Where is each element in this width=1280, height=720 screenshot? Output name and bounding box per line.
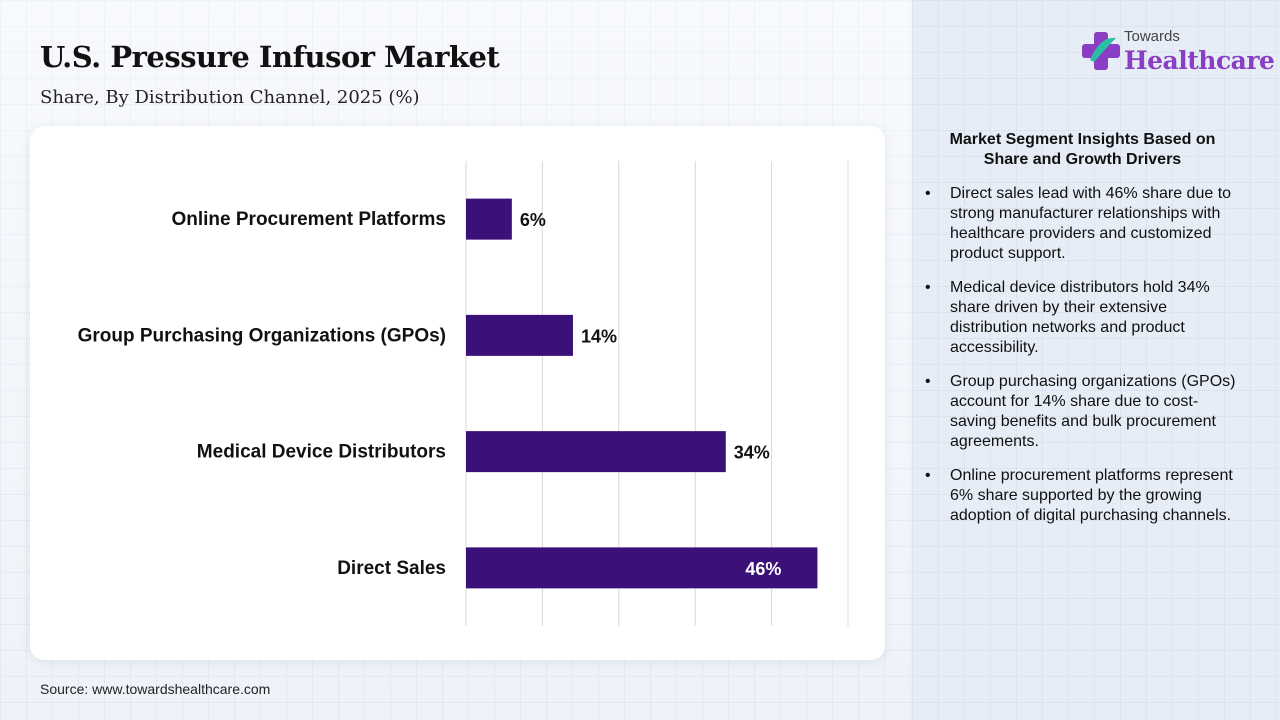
- data-label: 14%: [581, 326, 617, 346]
- bar: [466, 314, 573, 356]
- medical-cross-icon: [1082, 32, 1120, 70]
- insight-text: Direct sales lead with 46% share due to …: [950, 185, 1232, 262]
- bullet-icon: •: [925, 467, 931, 484]
- bar: [466, 198, 512, 240]
- source-note: Source: www.towardshealthcare.com: [40, 681, 271, 697]
- insight-item: • Group purchasing organizations (GPOs) a…: [922, 372, 1242, 452]
- data-label: 34%: [734, 443, 770, 463]
- category-label: Online Procurement Platforms: [171, 209, 446, 230]
- brand-logo: Towards Healthcare: [1080, 28, 1275, 78]
- page-title: U.S. Pressure Infusor Market: [40, 40, 500, 74]
- category-label: Direct Sales: [337, 558, 446, 579]
- page-subtitle: Share, By Distribution Channel, 2025 (%): [40, 87, 420, 108]
- insights-title: Market Segment Insights Based on Share a…: [949, 131, 1216, 168]
- logo-small-text: Towards: [1124, 28, 1180, 45]
- insight-item: • Online procurement platforms represent …: [922, 466, 1242, 526]
- insight-text: Online procurement platforms represent 6…: [950, 467, 1233, 524]
- logo-big-text: Healthcare: [1124, 46, 1275, 75]
- category-label: Medical Device Distributors: [197, 442, 446, 463]
- insight-text: Group purchasing organizations (GPOs) ac…: [950, 373, 1236, 450]
- chart-card: Online Procurement Platforms 6% Group Purc…: [30, 126, 885, 660]
- bullet-icon: •: [925, 185, 931, 202]
- bar: [466, 431, 726, 473]
- insight-item: • Direct sales lead with 46% share due to…: [922, 184, 1242, 264]
- bar: [466, 547, 818, 589]
- insights-panel: [912, 0, 1280, 720]
- data-label: 6%: [520, 210, 546, 230]
- category-label: Group Purchasing Organizations (GPOs): [78, 325, 446, 346]
- data-label: 46%: [745, 559, 781, 579]
- bullet-icon: •: [925, 279, 931, 296]
- insight-text: Medical device distributors hold 34% sha…: [950, 279, 1210, 356]
- insights-list: • Direct sales lead with 46% share due to…: [922, 184, 1242, 540]
- bar-chart: Online Procurement Platforms 6% Group Purc…: [78, 161, 849, 626]
- insight-item: • Medical device distributors hold 34% sh…: [922, 278, 1242, 358]
- bullet-icon: •: [925, 373, 931, 390]
